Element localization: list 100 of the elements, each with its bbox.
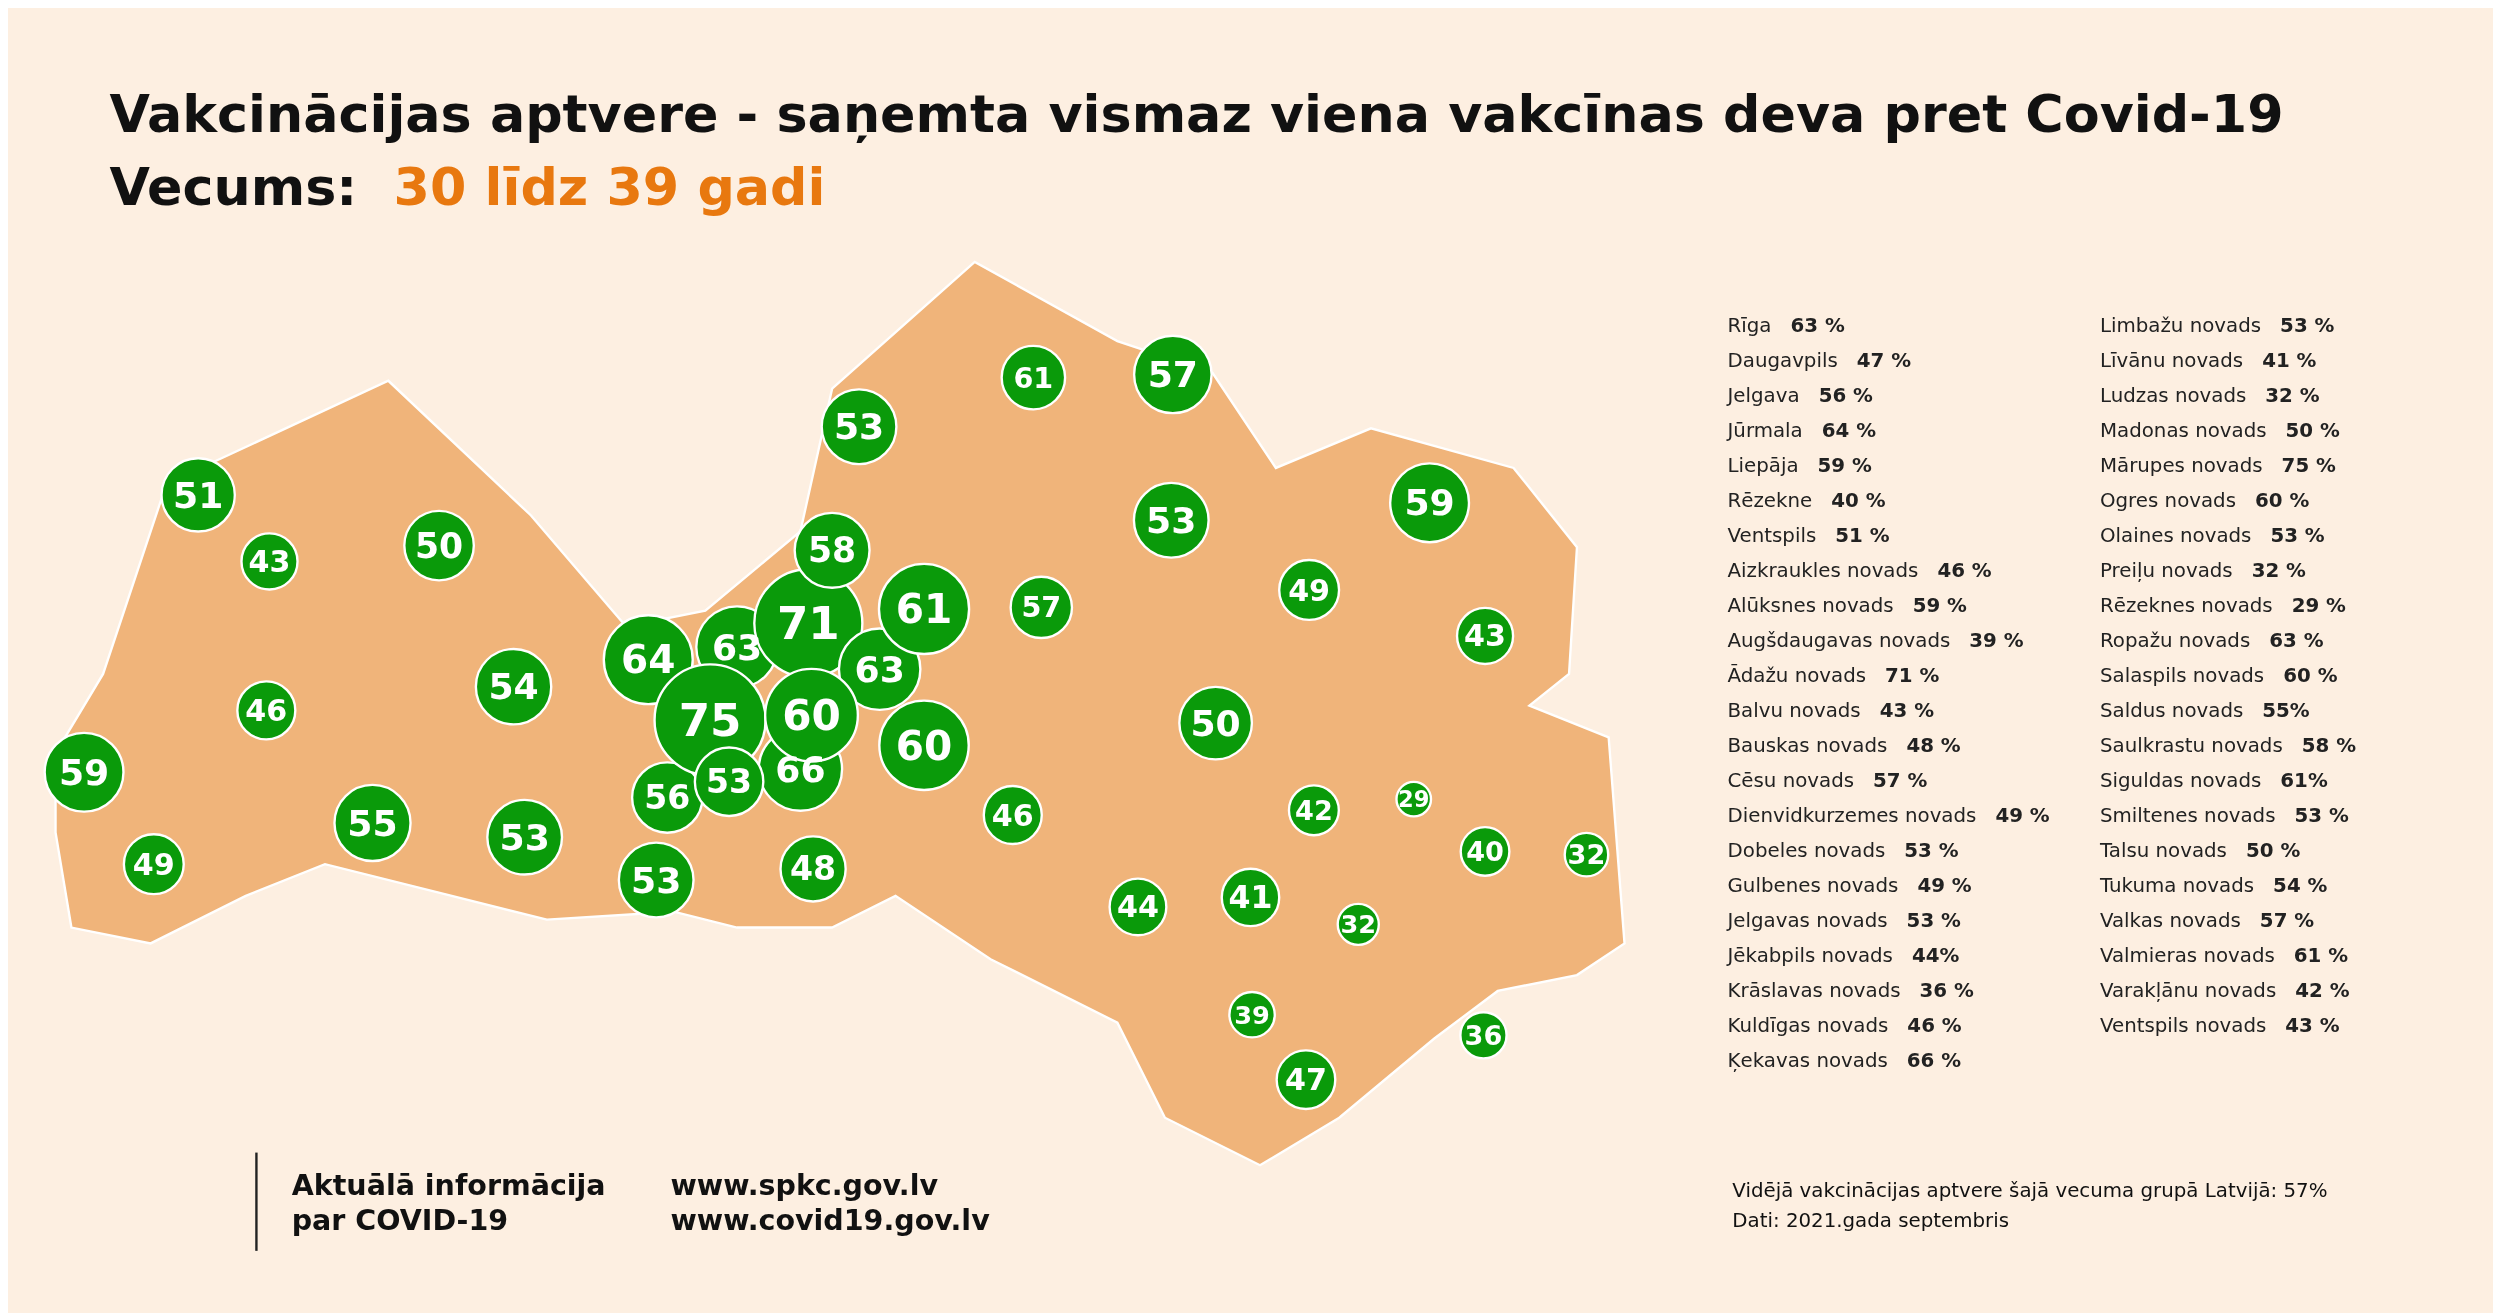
category-label: Dienvidkurzemes novads xyxy=(1727,803,1977,827)
category-label: Ludzas novads xyxy=(2099,383,2247,407)
text: 53 xyxy=(499,815,550,859)
data-label: 49 % xyxy=(1995,803,2050,827)
category-label: Smiltenes novads xyxy=(2099,803,2276,827)
text: 39 xyxy=(1234,999,1270,1030)
text: 56 xyxy=(644,778,691,818)
text: 43 xyxy=(248,543,291,579)
category-label: Cēsu novads xyxy=(1727,768,1855,792)
text: 75 xyxy=(678,693,742,747)
text: 55 xyxy=(347,801,398,845)
category-label: Saldus novads xyxy=(2099,698,2244,722)
text: Vidējā vakcinācijas aptvere šajā vecuma grupā Latvijā: 57% xyxy=(1732,1178,2328,1202)
data-label: 50 % xyxy=(2285,418,2340,442)
text: 49 xyxy=(132,846,175,882)
category-label: Krāslavas novads xyxy=(1727,979,1901,1003)
data-label: 63 % xyxy=(1790,313,1845,337)
data-label: 56 % xyxy=(1818,383,1874,407)
text: 60 xyxy=(895,721,953,770)
text: 57 xyxy=(1021,590,1062,625)
text: 59 xyxy=(1404,481,1455,525)
category-label: Balvu novads xyxy=(1727,698,1861,722)
data-label: 50 % xyxy=(2245,839,2301,863)
text: 64 xyxy=(621,637,676,683)
data-label: 60 % xyxy=(2283,663,2338,687)
text: 47 xyxy=(1285,1062,1327,1098)
data-label: 55% xyxy=(2262,698,2310,722)
category-label: Jelgava xyxy=(1725,383,1800,407)
text: Vakcinācijas aptvere - saņemta vismaz viena vakcīnas deva pret Covid-19 xyxy=(109,82,2284,144)
text: 61 xyxy=(1013,360,1054,395)
text: 42 xyxy=(1295,794,1333,826)
data-label: 36 % xyxy=(1919,979,1975,1003)
data-label: 43 % xyxy=(1879,698,1935,722)
data-label: 46 % xyxy=(1907,1014,1962,1038)
text: 46 xyxy=(245,692,288,728)
text: 53 xyxy=(706,762,753,802)
category-label: Augšdaugavas novads xyxy=(1727,628,1951,652)
text: 32 xyxy=(1340,909,1377,940)
text: 29 xyxy=(1398,786,1430,813)
category-label: Ādažu novads xyxy=(1727,662,1867,687)
category-label: Rīga xyxy=(1727,313,1772,337)
text: 53 xyxy=(1146,498,1197,542)
category-label: Jelgavas novads xyxy=(1725,909,1888,933)
data-label: 58 % xyxy=(2301,733,2357,757)
category-label: Dobeles novads xyxy=(1727,839,1886,863)
data-label: 46 % xyxy=(1937,558,1992,582)
data-label: 60 % xyxy=(2255,488,2310,512)
text: Dati: 2021.gada septembris xyxy=(1732,1209,2010,1233)
text: 41 xyxy=(1228,879,1273,916)
category-label: Mārupes novads xyxy=(2099,453,2263,477)
data-label: 53 % xyxy=(2294,803,2349,827)
text: 63 xyxy=(854,647,905,691)
data-label: 53 % xyxy=(1904,839,1959,863)
category-label: Talsu novads xyxy=(2098,839,2227,863)
data-label: 48 % xyxy=(1906,733,1961,757)
text: 66 xyxy=(775,747,826,791)
data-label: 32 % xyxy=(2265,383,2320,407)
data-label: 59 % xyxy=(1912,593,1968,617)
data-label: 75 % xyxy=(2281,453,2337,477)
category-label: Kuldīgas novads xyxy=(1727,1014,1889,1038)
text: 40 xyxy=(1466,835,1504,867)
category-label: Liepāja xyxy=(1727,453,1799,477)
category-label: Limbažu novads xyxy=(2099,313,2262,337)
text: 58 xyxy=(808,530,857,571)
data-label: 59 % xyxy=(1817,453,1873,477)
category-label: Jūrmala xyxy=(1725,418,1803,442)
text: Aktuālā informācija par COVID-19 xyxy=(291,1169,606,1237)
data-label: 32 % xyxy=(2251,558,2307,582)
category-label: Preiļu novads xyxy=(2099,558,2233,582)
category-label: Līvānu novads xyxy=(2099,348,2244,372)
category-label: Jēkabpils novads xyxy=(1725,944,1893,968)
text: 50 xyxy=(414,525,464,566)
category-label: Rēzeknes novads xyxy=(2099,593,2273,617)
text: 60 xyxy=(782,690,841,740)
data-label: 57 % xyxy=(2259,909,2315,933)
data-label: 40 % xyxy=(1831,488,1886,512)
data-label: 41 % xyxy=(2262,348,2317,372)
category-label: Ventspils xyxy=(1727,523,1817,547)
data-label: 39 % xyxy=(1969,628,2024,652)
category-label: Aizkraukles novads xyxy=(1727,558,1919,582)
category-label: Ventspils novads xyxy=(2099,1014,2267,1038)
data-label: 49 % xyxy=(1917,874,1972,898)
data-label: 44% xyxy=(1911,944,1960,968)
data-label: 63 % xyxy=(2269,628,2324,652)
category-label: Siguldas novads xyxy=(2099,768,2262,792)
text: 53 xyxy=(631,858,682,902)
text: 54 xyxy=(488,665,539,709)
category-label: Alūksnes novads xyxy=(1727,593,1894,617)
data-label: 43 % xyxy=(2285,1014,2340,1038)
text: 61 xyxy=(895,585,953,634)
category-label: Rēzekne xyxy=(1727,488,1813,512)
text: 51 xyxy=(173,473,224,517)
data-label: 54 % xyxy=(2273,874,2328,898)
data-label: 29 % xyxy=(2291,593,2347,617)
category-label: Tukuma novads xyxy=(2098,874,2255,898)
text: 46 xyxy=(991,797,1034,833)
category-label: Varakļānu novads xyxy=(2099,979,2277,1003)
data-label: 61 % xyxy=(2293,944,2349,968)
data-label: 51 % xyxy=(1835,523,1890,547)
category-label: Valmieras novads xyxy=(2099,944,2275,968)
